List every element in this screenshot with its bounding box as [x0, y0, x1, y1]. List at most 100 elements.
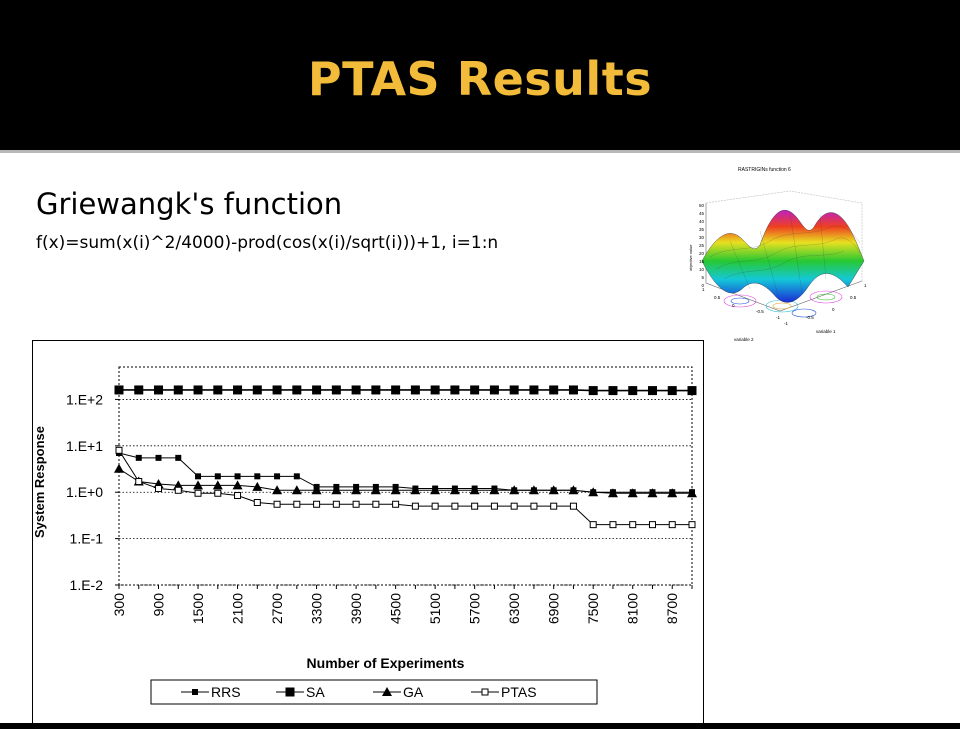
line-chart: 1.E+2 1.E+1 1.E+0 1.E-1 1.E-2 300 900 1500 2100 2…	[32, 366, 697, 705]
data-point-sa	[134, 385, 144, 395]
data-point-ptas	[155, 485, 163, 493]
y-tick-label: 1.E-2	[70, 577, 104, 593]
data-point-ga	[449, 485, 460, 495]
thumbnail-z-label: objective value	[688, 244, 693, 271]
data-point-ptas	[569, 502, 577, 510]
data-point-ptas	[550, 502, 558, 510]
data-point-sa	[312, 385, 322, 395]
x-tick-label: 5700	[467, 593, 483, 624]
data-point-sa	[391, 385, 401, 395]
data-point-sa	[252, 385, 262, 395]
data-point-sa	[450, 385, 460, 395]
data-point-ptas	[629, 521, 637, 529]
x-tick-label: 6300	[506, 593, 522, 624]
legend-label-ptas: PTAS	[501, 684, 537, 700]
y-tick-label: 1.E-1	[70, 531, 104, 547]
chart-frame: 1.E+2 1.E+1 1.E+0 1.E-1 1.E-2 300 900 1500 2100 2…	[32, 340, 704, 723]
data-point-ga	[528, 485, 539, 495]
x-tick-label: 900	[151, 593, 167, 617]
data-point-ga	[607, 488, 618, 498]
thumbnail-x-ticks: 1 0.5 0 -0.5 -1	[784, 283, 867, 326]
svg-text:0.5: 0.5	[714, 295, 721, 300]
surface-mesh	[701, 209, 865, 303]
x-tick-label: 3900	[348, 593, 364, 624]
data-point-ptas	[253, 499, 261, 507]
data-point-sa	[430, 385, 440, 395]
legend-marker-ga	[382, 687, 392, 696]
data-point-sa	[371, 385, 381, 395]
data-point-sa	[608, 386, 618, 396]
data-point-sa	[470, 385, 480, 395]
legend-label-sa: SA	[306, 684, 325, 700]
svg-text:-1: -1	[784, 321, 788, 326]
data-point-ptas	[530, 502, 538, 510]
data-point-ptas	[234, 491, 242, 499]
data-point-sa	[272, 385, 282, 395]
thumbnail-y-ticks: -1 -0.5 0 0.5 1	[702, 287, 780, 320]
plot-area	[118, 366, 693, 586]
series-line-rrs	[118, 452, 692, 493]
data-point-ptas	[609, 521, 617, 529]
data-point-ptas	[214, 489, 222, 497]
data-point-ga	[588, 487, 599, 497]
data-point-rrs	[155, 454, 162, 461]
data-point-ga	[232, 480, 243, 490]
data-point-ptas	[510, 502, 518, 510]
data-point-ptas	[293, 500, 301, 508]
data-point-ptas	[352, 500, 360, 508]
svg-text:45: 45	[699, 211, 705, 216]
data-point-ga	[568, 485, 579, 495]
data-point-ga	[509, 485, 520, 495]
legend-label-rrs: RRS	[211, 684, 241, 700]
x-tick-label: 3300	[309, 593, 325, 624]
data-point-ptas	[431, 502, 439, 510]
svg-text:-0.5: -0.5	[806, 315, 814, 320]
data-point-ptas	[273, 500, 281, 508]
data-point-ptas	[668, 521, 676, 529]
data-point-ptas	[174, 486, 182, 494]
data-point-ga	[647, 488, 658, 498]
data-point-sa	[647, 386, 657, 396]
data-point-ga	[114, 463, 124, 473]
x-tick-label: 7500	[585, 593, 601, 624]
svg-text:5: 5	[701, 275, 704, 280]
x-tick-label: 8700	[664, 593, 680, 624]
data-point-rrs	[135, 454, 142, 461]
data-point-sa	[687, 386, 697, 396]
legend-marker-rrs	[192, 689, 198, 695]
data-point-rrs	[254, 473, 261, 480]
contour-ellipses	[723, 290, 843, 318]
data-point-sa	[489, 385, 499, 395]
data-point-ptas	[471, 502, 479, 510]
data-point-ga	[370, 485, 381, 495]
data-point-sa	[410, 385, 420, 395]
x-tick-label: 6900	[546, 593, 562, 624]
svg-text:-1: -1	[776, 315, 780, 320]
data-point-ptas	[115, 446, 123, 454]
data-point-ga	[272, 485, 283, 495]
data-point-ga	[687, 488, 697, 498]
series-line-ga	[118, 468, 692, 494]
x-tick-label: 2100	[230, 593, 246, 624]
data-point-sa	[549, 385, 559, 395]
data-point-sa	[114, 385, 124, 395]
y-tick-label: 1.E+2	[66, 391, 103, 407]
data-point-sa	[233, 385, 243, 395]
formula-text: f(x)=sum(x(i)^2/4000)-prod(cos(x(i)/sqrt…	[36, 233, 499, 253]
svg-text:35: 35	[699, 227, 705, 232]
title-bar: PTAS Results	[0, 0, 960, 150]
x-tick-label: 5100	[427, 593, 443, 624]
slide-content: Griewangk's function f(x)=sum(x(i)^2/400…	[0, 150, 960, 723]
legend-marker-ptas	[481, 688, 489, 696]
svg-text:0: 0	[732, 303, 735, 308]
svg-text:10: 10	[699, 267, 705, 272]
svg-text:25: 25	[699, 243, 705, 248]
data-point-ptas	[372, 500, 380, 508]
surface-plot-thumbnail: RASTRIGINs function 6 50 45 40 35	[688, 167, 867, 342]
data-point-rrs	[214, 473, 221, 480]
thumbnail-x-label: variable 1	[816, 329, 836, 334]
data-point-sa	[588, 386, 598, 396]
data-point-ptas	[135, 478, 143, 486]
data-point-sa	[568, 385, 578, 395]
svg-text:0: 0	[832, 307, 835, 312]
